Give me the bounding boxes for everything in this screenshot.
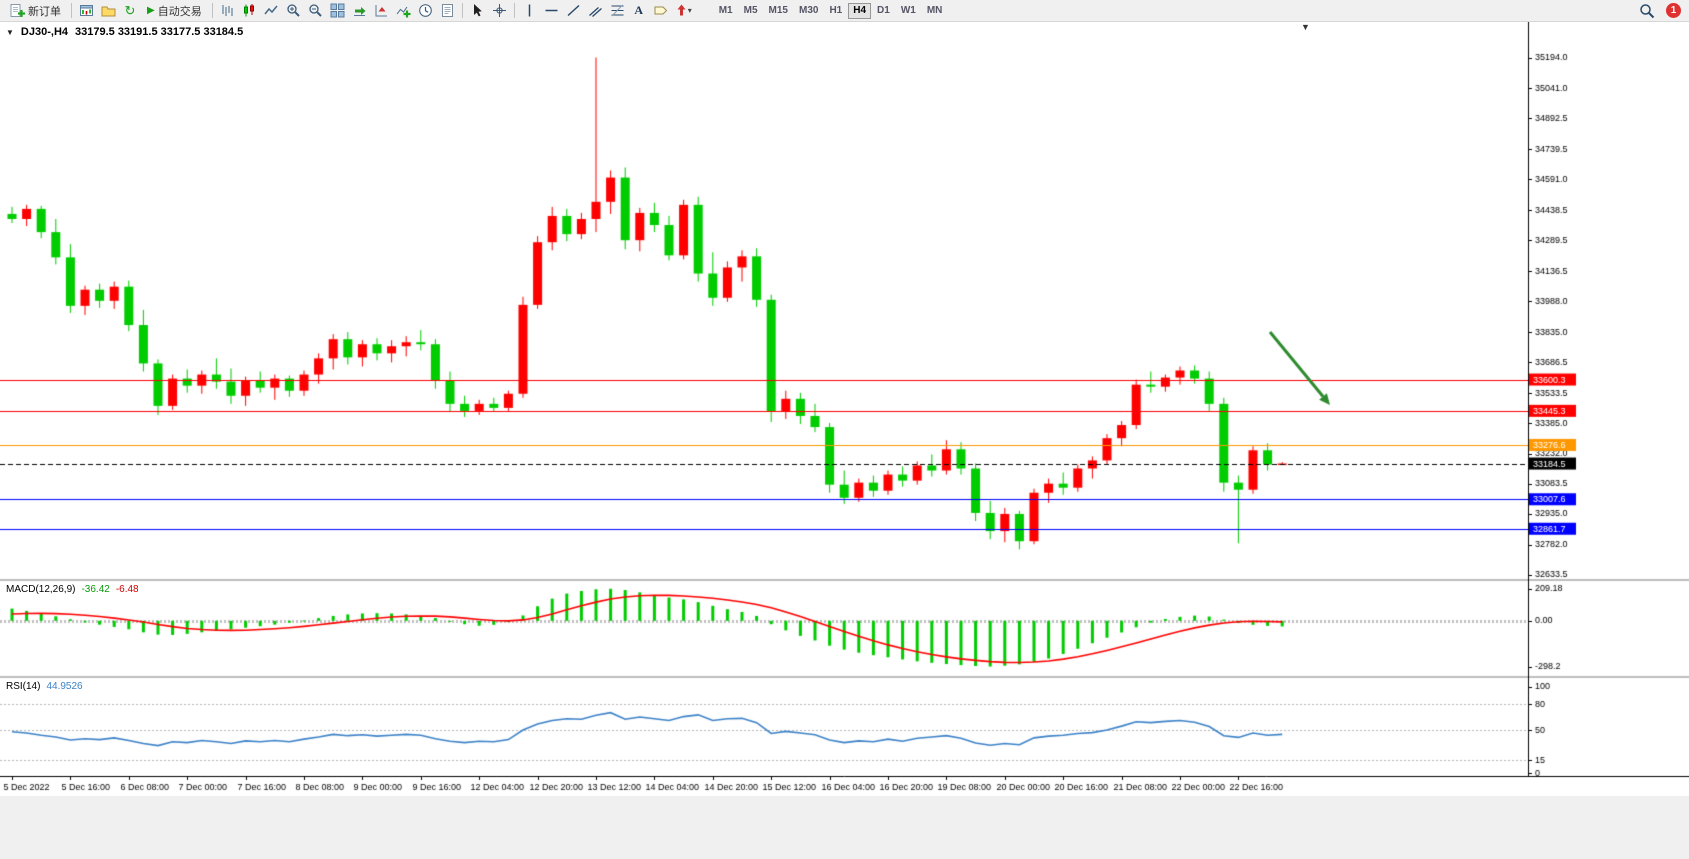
timeframe-m5-button[interactable]: M5 [739,3,763,19]
search-button[interactable] [1636,2,1658,20]
cursor-arrow-icon [473,4,482,17]
new-order-label: 新订单 [28,5,61,18]
main-toolbar: 新订单 ↻ ▶ 自动交易 [0,0,1689,22]
clock-icon [418,4,432,17]
toolbar-separator [211,3,213,18]
symbol-ohlc-label: ▼ DJ30-,H4 33179.5 33191.5 33177.5 33184… [6,26,243,38]
horizontal-line-button[interactable] [541,2,562,20]
timeframe-h4-button[interactable]: H4 [848,2,872,19]
ohlc-values: 33179.5 33191.5 33177.5 33184.5 [75,26,244,38]
toolbar-separator [71,3,72,18]
chart-shift-icon [375,5,387,17]
timeframe-m1-button[interactable]: M1 [714,3,738,19]
trendline-icon [567,4,580,17]
periods-button[interactable] [415,2,436,20]
timeframe-h1-button[interactable]: H1 [824,3,847,19]
arrows-tool-button[interactable]: ▾ [672,2,695,20]
autotrading-label: 自动交易 [157,5,202,18]
chart-canvas[interactable] [0,22,1689,796]
new-order-button[interactable]: 新订单 [4,2,67,20]
timeframe-d1-button[interactable]: D1 [872,3,895,19]
timeframe-mn-button[interactable]: MN [922,3,948,19]
notification-badge[interactable]: 1 [1666,3,1681,18]
tile-windows-button[interactable] [327,2,348,20]
candlestick-chart-button[interactable] [239,2,260,20]
crosshair-icon [492,4,506,17]
one-click-trading-toggle[interactable]: ▼ [6,27,14,37]
zoom-out-icon [309,4,322,17]
refresh-icon: ↻ [124,3,136,18]
chart-window-icon [80,5,93,16]
templates-button[interactable] [437,2,458,20]
new-order-icon [10,4,25,17]
autotrading-button[interactable]: ▶ 自动交易 [141,2,208,20]
refresh-button[interactable]: ↻ [120,2,140,20]
chart-shift-marker[interactable]: ▼ [1301,22,1310,32]
auto-scroll-icon [353,7,366,16]
search-icon [1640,3,1655,18]
crosshair-button[interactable] [489,2,510,20]
candlestick-chart-icon [243,4,254,17]
add-indicator-icon [396,6,411,18]
rsi-title: RSI(14) [6,681,41,692]
timeframe-w1-button[interactable]: W1 [896,3,921,19]
text-tool-button[interactable]: A [629,2,649,20]
macd-main-value: -36.42 [81,584,110,595]
channel-button[interactable] [585,2,606,20]
rsi-value: 44.9526 [46,681,83,692]
toolbar-separator [461,3,463,18]
symbol-period-label: DJ30-,H4 [20,26,68,38]
text-label-icon [654,6,667,15]
cursor-button[interactable] [467,2,488,20]
chevron-down-icon: ▾ [687,6,692,15]
profi​les-folder-icon [101,6,116,17]
macd-signal-value: -6.48 [115,584,139,595]
macd-title: MACD(12,26,9) [6,584,76,595]
rsi-label: RSI(14) 44.9526 [6,681,83,692]
tile-windows-icon [330,3,345,18]
toolbar-separator [513,3,515,18]
fibonacci-icon [611,4,624,17]
chart-shift-button[interactable] [371,2,392,20]
zoom-in-button[interactable] [283,2,304,20]
vertical-line-button[interactable] [519,2,540,20]
line-chart-button[interactable] [261,2,282,20]
profiles-button[interactable] [98,2,119,20]
autotrading-play-icon: ▶ [147,4,155,16]
timeframe-m30-button[interactable]: M30 [794,3,823,19]
bottom-strip [0,796,1689,859]
zoom-out-button[interactable] [305,2,326,20]
auto-scroll-button[interactable] [349,2,370,20]
vertical-line-icon [528,4,530,17]
timeframe-m15-button[interactable]: M15 [764,3,793,19]
toolbar-right-group: 1 [1636,2,1685,20]
macd-label: MACD(12,26,9) -36.42 -6.48 [6,584,139,595]
fibonacci-button[interactable] [607,2,628,20]
bar-chart-icon [222,5,233,16]
channel-icon [588,7,602,17]
horizontal-line-icon [545,9,558,12]
arrow-object-icon [677,4,686,16]
timeframe-group: M1 M5 M15 M30 H1 H4 D1 W1 MN [714,2,948,19]
text-tool-icon: A [634,3,644,17]
bar-chart-button[interactable] [217,2,238,20]
add-indicator-button[interactable] [393,2,414,20]
new-chart-button[interactable] [76,2,97,20]
text-label-button[interactable] [650,2,671,20]
template-doc-icon [441,4,453,17]
zoom-in-icon [287,4,300,17]
trendline-button[interactable] [563,2,584,20]
line-chart-icon [264,5,278,15]
